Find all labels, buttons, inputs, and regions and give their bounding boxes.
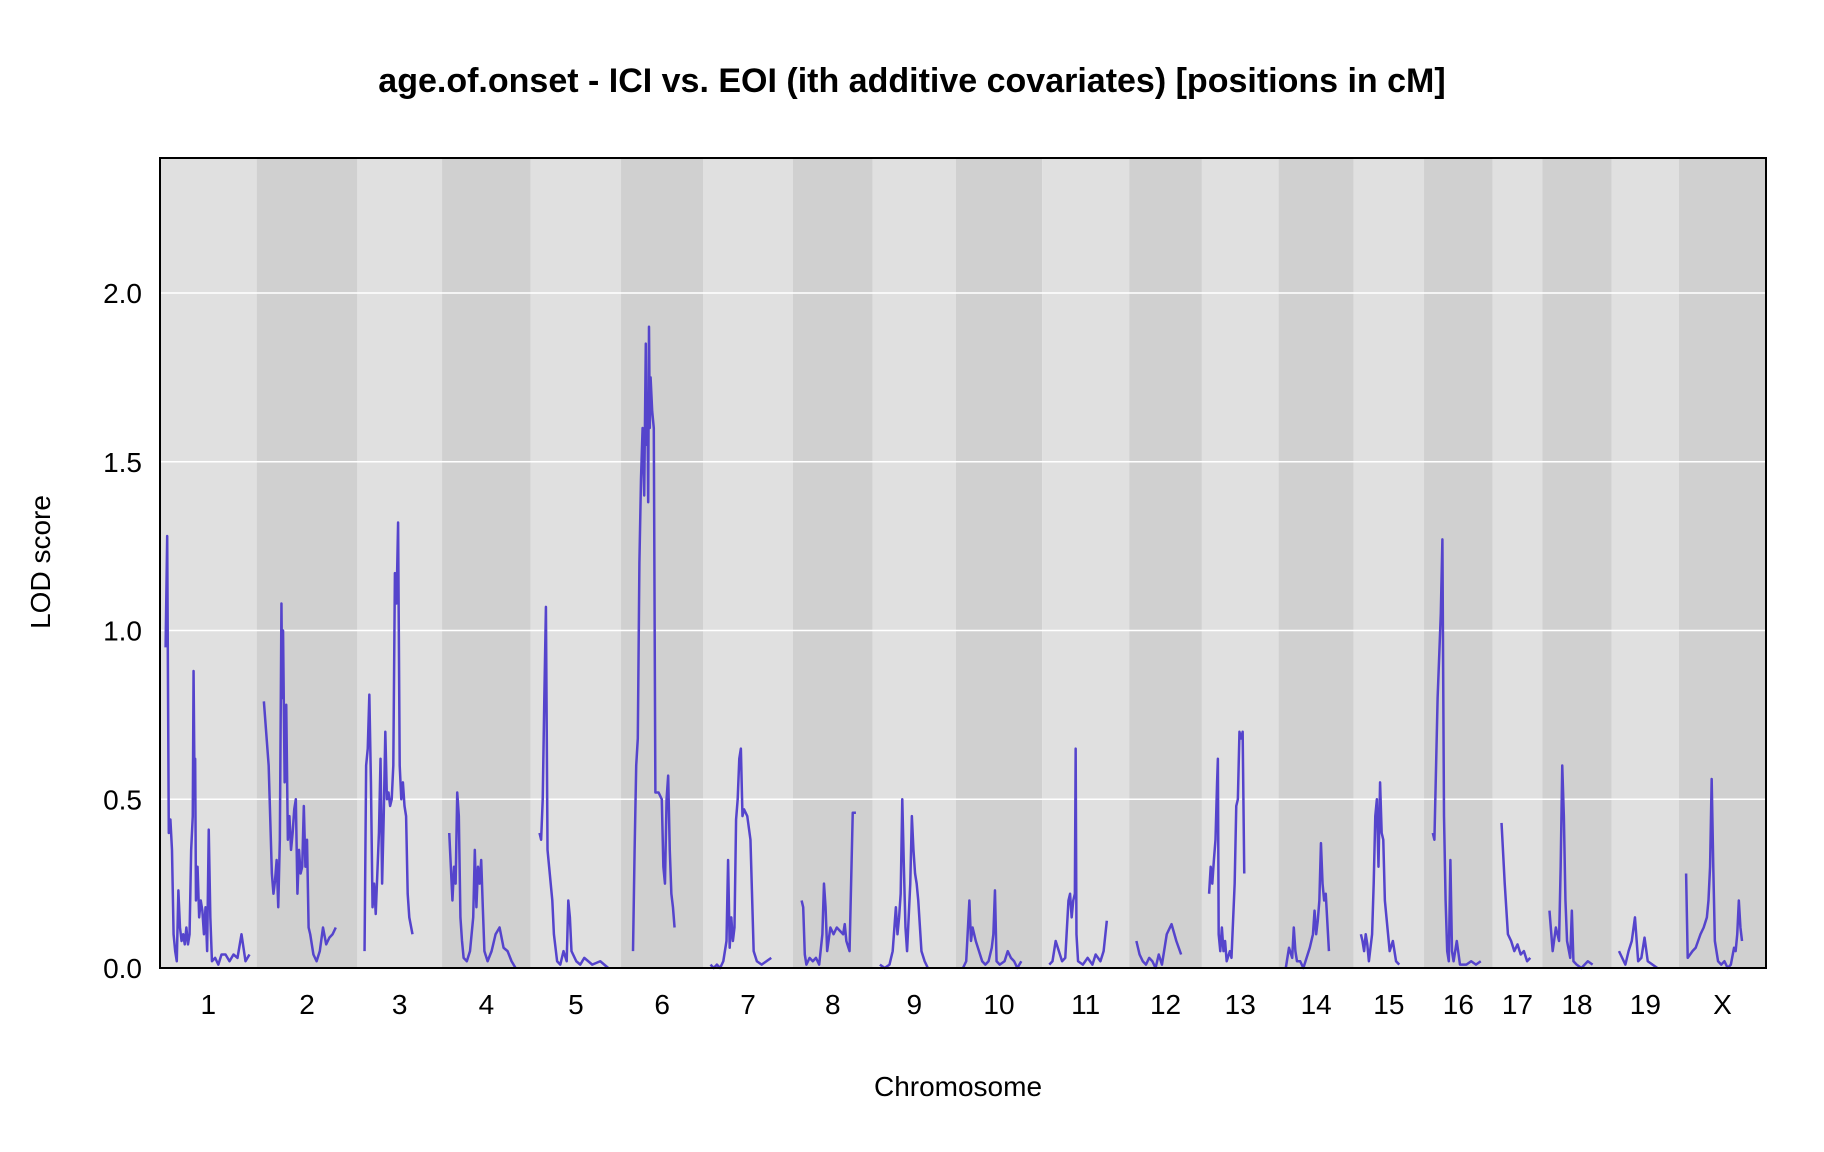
chromosome-band-19	[1611, 158, 1679, 968]
lod-curve-chr-19	[1617, 916, 1659, 970]
chromosome-band-5	[530, 158, 622, 968]
x-tick-label: 17	[1502, 989, 1533, 1020]
lod-curve-chr-14	[1284, 841, 1331, 970]
lod-curve-chr-9	[879, 798, 929, 970]
lod-curves	[164, 325, 1744, 970]
lod-curve-chr-17	[1500, 822, 1532, 963]
lod-curve-chr-16	[1431, 538, 1482, 966]
y-tick-label: 2.0	[103, 278, 142, 309]
y-tick-label: 1.5	[103, 447, 142, 478]
x-tick-label: 6	[654, 989, 670, 1020]
chromosome-band-16	[1424, 158, 1493, 968]
chromosome-band-11	[1042, 158, 1130, 968]
x-tick-label: 11	[1071, 989, 1100, 1020]
x-tick-label: 9	[906, 989, 922, 1020]
lod-curve-chr-1	[164, 534, 251, 966]
lod-curve-chr-10	[961, 889, 1023, 970]
lod-curve-chr-5	[538, 605, 610, 969]
gridlines	[160, 292, 1766, 800]
chromosome-band-X	[1678, 158, 1766, 968]
x-tick-label: 15	[1373, 989, 1404, 1020]
lod-curve-chr-11	[1048, 747, 1109, 966]
chromosome-band-18	[1542, 158, 1612, 968]
x-tick-label: 12	[1150, 989, 1181, 1020]
x-tick-label: 4	[479, 989, 495, 1020]
x-tick-label: 5	[568, 989, 584, 1020]
y-axis-ticks: 0.0 0.5 1.0 1.5 2.0	[103, 278, 142, 984]
x-axis-ticks: 1 2 3 4 5 6 7 8 9 10 11 12 13 14 15 16 17 18 19 X	[201, 989, 1733, 1020]
x-tick-label: 8	[825, 989, 841, 1020]
x-tick-label: 3	[392, 989, 408, 1020]
chromosome-band-14	[1278, 158, 1354, 968]
x-tick-label: 14	[1301, 989, 1332, 1020]
lod-curve-chr-8	[800, 811, 856, 966]
y-axis-label: LOD score	[25, 495, 56, 629]
x-tick-label: 1	[201, 989, 217, 1020]
x-tick-label: X	[1713, 989, 1732, 1020]
chromosome-band-3	[357, 158, 443, 968]
x-axis-label: Chromosome	[874, 1071, 1042, 1102]
x-tick-label: 18	[1561, 989, 1592, 1020]
chromosome-band-13	[1201, 158, 1279, 968]
lod-curve-chr-3	[363, 521, 414, 952]
x-tick-label: 10	[983, 989, 1014, 1020]
x-tick-label: 2	[299, 989, 315, 1020]
chromosome-band-12	[1129, 158, 1202, 968]
lod-curve-chr-2	[262, 602, 337, 963]
lod-curve-chr-18	[1548, 764, 1594, 970]
chart-title: age.of.onset - ICI vs. EOI (ith additive…	[378, 62, 1445, 100]
chromosome-band-15	[1353, 158, 1425, 968]
lod-curve-chr-4	[447, 791, 517, 969]
chromosome-band-7	[703, 158, 793, 968]
y-tick-label: 0.0	[103, 953, 142, 984]
x-tick-label: 7	[740, 989, 756, 1020]
chromosome-band-8	[792, 158, 873, 968]
lod-curve-chr-X	[1684, 777, 1744, 970]
x-tick-label: 19	[1630, 989, 1661, 1020]
chromosome-bands	[160, 158, 1766, 968]
lod-curve-chr-13	[1207, 730, 1246, 963]
chromosome-band-10	[955, 158, 1043, 968]
x-tick-label: 16	[1443, 989, 1474, 1020]
lod-curve-chr-6	[631, 325, 676, 952]
y-tick-label: 1.0	[103, 616, 142, 647]
lod-curve-chr-15	[1359, 781, 1401, 966]
x-tick-label: 13	[1225, 989, 1256, 1020]
plot-frame	[159, 157, 1767, 969]
y-tick-label: 0.5	[103, 784, 142, 815]
lod-curve-chr-7	[709, 747, 772, 970]
chromosome-band-17	[1492, 158, 1543, 968]
